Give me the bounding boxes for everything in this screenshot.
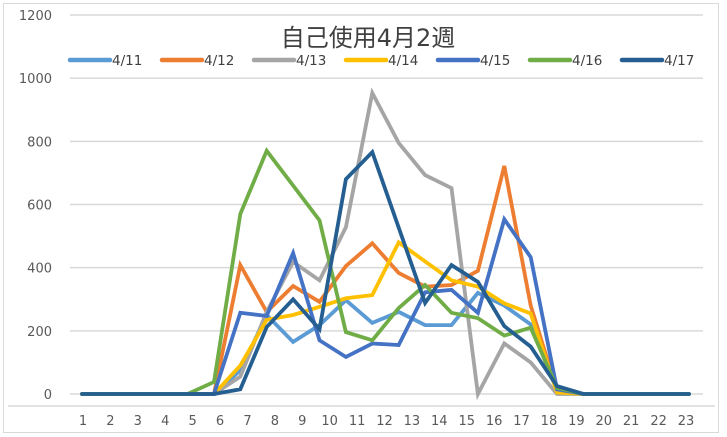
legend-label: 4/16 [572, 53, 602, 69]
y-tick-label: 0 [44, 388, 52, 403]
x-tick-label: 8 [271, 414, 279, 429]
x-tick-label: 16 [486, 414, 503, 429]
x-tick-label: 5 [188, 414, 196, 429]
legend-item-4-17[interactable]: 4/17 [619, 53, 694, 69]
x-tick-label: 11 [349, 414, 366, 429]
chart-area[interactable] [3, 3, 719, 433]
x-tick-label: 6 [216, 414, 224, 429]
legend-label: 4/14 [388, 53, 418, 69]
plot-area [80, 87, 691, 401]
y-tick-label: 800 [27, 135, 52, 150]
series-line-4-12[interactable] [80, 165, 691, 396]
legend-label: 4/13 [296, 53, 326, 69]
y-tick-label: 600 [27, 199, 52, 214]
x-tick-label: 12 [376, 414, 393, 429]
legend-label: 4/11 [112, 53, 142, 69]
legend-item-4-13[interactable]: 4/13 [251, 53, 326, 69]
legend-item-4-12[interactable]: 4/12 [159, 53, 234, 69]
x-tick-label: 3 [134, 414, 142, 429]
y-tick-label: 1200 [19, 9, 52, 24]
x-tick-label: 13 [404, 414, 421, 429]
x-axis: 1 2 3 4 5 6 7 8 9 10 11 12 13 14 15 16 17 18 19 20 21 22 23 [79, 414, 694, 429]
y-tick-label: 400 [27, 262, 52, 277]
x-tick-label: 23 [678, 414, 695, 429]
x-tick-label: 7 [243, 414, 251, 429]
x-tick-label: 14 [431, 414, 448, 429]
series-line-4-17[interactable] [80, 148, 691, 396]
legend-item-4-16[interactable]: 4/16 [527, 53, 602, 69]
y-axis: 0 200 400 600 800 1000 1200 [19, 9, 52, 403]
x-tick-label: 18 [541, 414, 558, 429]
legend-item-4-11[interactable]: 4/11 [67, 53, 142, 69]
chart-title: 自己使用4月2週 [281, 24, 456, 52]
legend-label: 4/17 [664, 53, 694, 69]
x-tick-label: 10 [321, 414, 338, 429]
x-tick-label: 22 [650, 414, 667, 429]
y-tick-label: 200 [27, 325, 52, 340]
legend-item-4-15[interactable]: 4/15 [435, 53, 510, 69]
x-tick-label: 2 [106, 414, 114, 429]
x-tick-label: 1 [79, 414, 87, 429]
x-tick-label: 20 [595, 414, 612, 429]
legend-label: 4/12 [204, 53, 234, 69]
x-tick-label: 19 [568, 414, 585, 429]
x-tick-label: 17 [513, 414, 530, 429]
y-tick-label: 1000 [19, 72, 52, 87]
legend-item-4-14[interactable]: 4/14 [343, 53, 418, 69]
x-tick-label: 21 [623, 414, 640, 429]
legend-label: 4/15 [480, 53, 510, 69]
x-tick-label: 9 [298, 414, 306, 429]
series-line-4-13[interactable] [80, 87, 691, 401]
series-line-4-15[interactable] [80, 214, 691, 396]
x-tick-label: 4 [161, 414, 169, 429]
x-tick-label: 15 [458, 414, 475, 429]
legend: 4/11 4/12 4/13 4/14 4/15 4/16 4/17 [67, 53, 694, 69]
